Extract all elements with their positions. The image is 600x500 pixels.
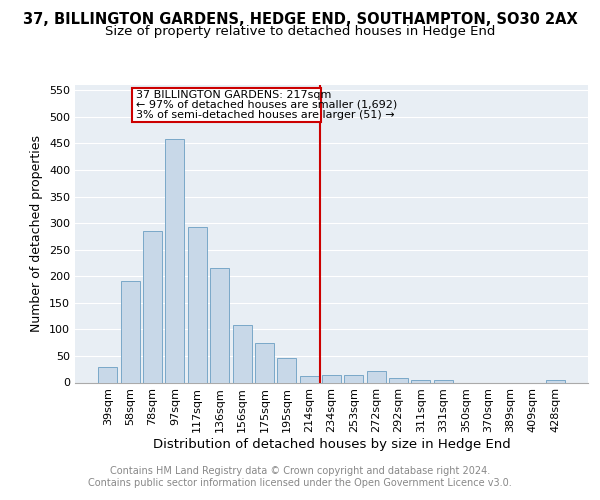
Bar <box>233 324 251 382</box>
Bar <box>143 230 162 382</box>
Bar <box>277 358 296 382</box>
Y-axis label: Number of detached properties: Number of detached properties <box>31 135 43 332</box>
Bar <box>210 268 229 382</box>
Bar <box>545 380 565 382</box>
Bar <box>255 343 274 382</box>
Bar <box>188 228 207 382</box>
Bar <box>367 372 386 382</box>
Text: Contains HM Land Registry data © Crown copyright and database right 2024.: Contains HM Land Registry data © Crown c… <box>110 466 490 476</box>
Bar <box>121 280 140 382</box>
Bar <box>299 376 319 382</box>
FancyBboxPatch shape <box>133 88 322 122</box>
Text: Contains public sector information licensed under the Open Government Licence v3: Contains public sector information licen… <box>88 478 512 488</box>
Text: 3% of semi-detached houses are larger (51) →: 3% of semi-detached houses are larger (5… <box>136 110 394 120</box>
Bar <box>322 375 341 382</box>
Bar <box>412 380 430 382</box>
Text: ← 97% of detached houses are smaller (1,692): ← 97% of detached houses are smaller (1,… <box>136 100 397 110</box>
X-axis label: Distribution of detached houses by size in Hedge End: Distribution of detached houses by size … <box>152 438 511 451</box>
Bar <box>344 374 364 382</box>
Text: 37 BILLINGTON GARDENS: 217sqm: 37 BILLINGTON GARDENS: 217sqm <box>136 90 331 100</box>
Text: Size of property relative to detached houses in Hedge End: Size of property relative to detached ho… <box>105 25 495 38</box>
Text: 37, BILLINGTON GARDENS, HEDGE END, SOUTHAMPTON, SO30 2AX: 37, BILLINGTON GARDENS, HEDGE END, SOUTH… <box>23 12 577 28</box>
Bar <box>389 378 408 382</box>
Bar <box>98 366 118 382</box>
Bar <box>434 380 453 382</box>
Bar <box>166 139 184 382</box>
